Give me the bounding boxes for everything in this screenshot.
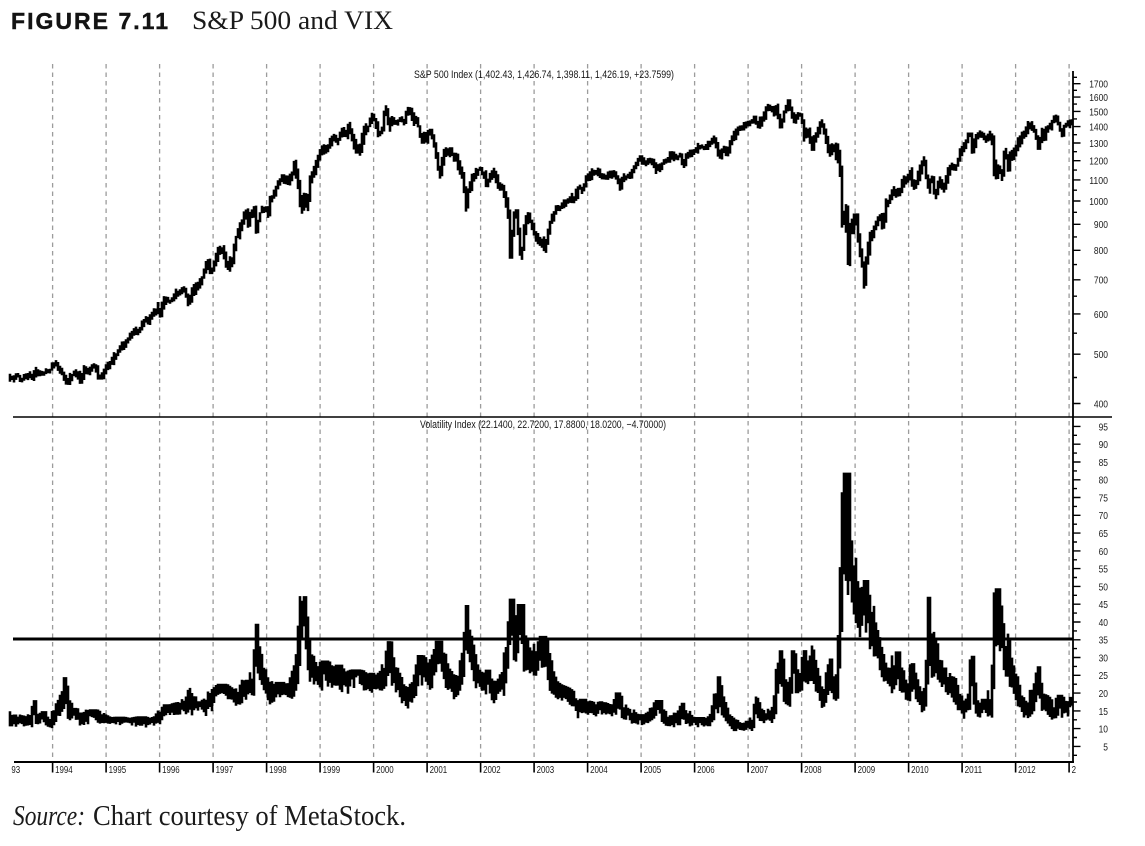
svg-text:85: 85 — [1099, 457, 1109, 469]
svg-text:1700: 1700 — [1089, 79, 1108, 91]
svg-text:600: 600 — [1094, 309, 1108, 321]
svg-text:45: 45 — [1099, 599, 1109, 611]
svg-text:2010: 2010 — [911, 765, 929, 776]
svg-text:2009: 2009 — [858, 765, 876, 776]
svg-text:20: 20 — [1099, 688, 1109, 700]
svg-text:2003: 2003 — [537, 765, 555, 776]
svg-text:2012: 2012 — [1018, 765, 1036, 776]
svg-text:800: 800 — [1094, 245, 1108, 257]
svg-text:2008: 2008 — [804, 765, 822, 776]
svg-text:1996: 1996 — [162, 765, 180, 776]
svg-text:55: 55 — [1099, 564, 1109, 576]
svg-text:30: 30 — [1099, 652, 1109, 664]
svg-text:2001: 2001 — [430, 765, 448, 776]
svg-text:2005: 2005 — [644, 765, 662, 776]
svg-text:1500: 1500 — [1089, 106, 1108, 118]
svg-text:2007: 2007 — [751, 765, 769, 776]
svg-text:Source:: Source: — [13, 801, 85, 832]
svg-text:65: 65 — [1099, 528, 1109, 540]
svg-text:2000: 2000 — [376, 765, 394, 776]
svg-text:2: 2 — [1072, 765, 1077, 776]
svg-text:2002: 2002 — [483, 765, 501, 776]
svg-text:Chart courtesy of MetaStock.: Chart courtesy of MetaStock. — [93, 801, 406, 832]
svg-text:93: 93 — [11, 765, 20, 776]
svg-text:2006: 2006 — [697, 765, 715, 776]
svg-text:15: 15 — [1099, 706, 1109, 718]
svg-text:1995: 1995 — [109, 765, 127, 776]
svg-text:S&P 500 Index (1,402.43, 1,426: S&P 500 Index (1,402.43, 1,426.74, 1,398… — [414, 69, 674, 81]
svg-text:1600: 1600 — [1089, 92, 1108, 104]
svg-text:60: 60 — [1099, 546, 1109, 558]
svg-text:1997: 1997 — [216, 765, 234, 776]
svg-text:S&P 500 and VIX: S&P 500 and VIX — [192, 6, 393, 35]
svg-text:1300: 1300 — [1089, 138, 1108, 150]
svg-text:35: 35 — [1099, 635, 1109, 647]
svg-text:10: 10 — [1099, 724, 1109, 736]
svg-text:FIGURE 7.11: FIGURE 7.11 — [11, 8, 168, 34]
svg-text:1994: 1994 — [55, 765, 73, 776]
svg-text:700: 700 — [1094, 275, 1108, 287]
svg-text:75: 75 — [1099, 492, 1109, 504]
svg-text:1998: 1998 — [269, 765, 287, 776]
svg-text:1400: 1400 — [1089, 122, 1108, 134]
svg-text:2004: 2004 — [590, 765, 608, 776]
svg-text:95: 95 — [1099, 421, 1109, 433]
svg-text:1200: 1200 — [1089, 156, 1108, 168]
svg-text:1999: 1999 — [323, 765, 341, 776]
svg-text:80: 80 — [1099, 475, 1109, 487]
svg-text:1100: 1100 — [1089, 175, 1108, 187]
svg-text:5: 5 — [1103, 741, 1108, 753]
svg-text:900: 900 — [1094, 219, 1108, 231]
svg-text:25: 25 — [1099, 670, 1109, 682]
svg-text:1000: 1000 — [1089, 196, 1108, 208]
svg-text:2011: 2011 — [965, 765, 983, 776]
svg-text:40: 40 — [1099, 617, 1109, 629]
svg-text:50: 50 — [1099, 581, 1109, 593]
svg-text:90: 90 — [1099, 439, 1109, 451]
svg-text:70: 70 — [1099, 510, 1109, 522]
svg-text:500: 500 — [1094, 349, 1108, 361]
svg-text:Volatility Index (22.1400, 22.: Volatility Index (22.1400, 22.7200, 17.8… — [420, 419, 666, 431]
svg-text:400: 400 — [1094, 398, 1108, 410]
